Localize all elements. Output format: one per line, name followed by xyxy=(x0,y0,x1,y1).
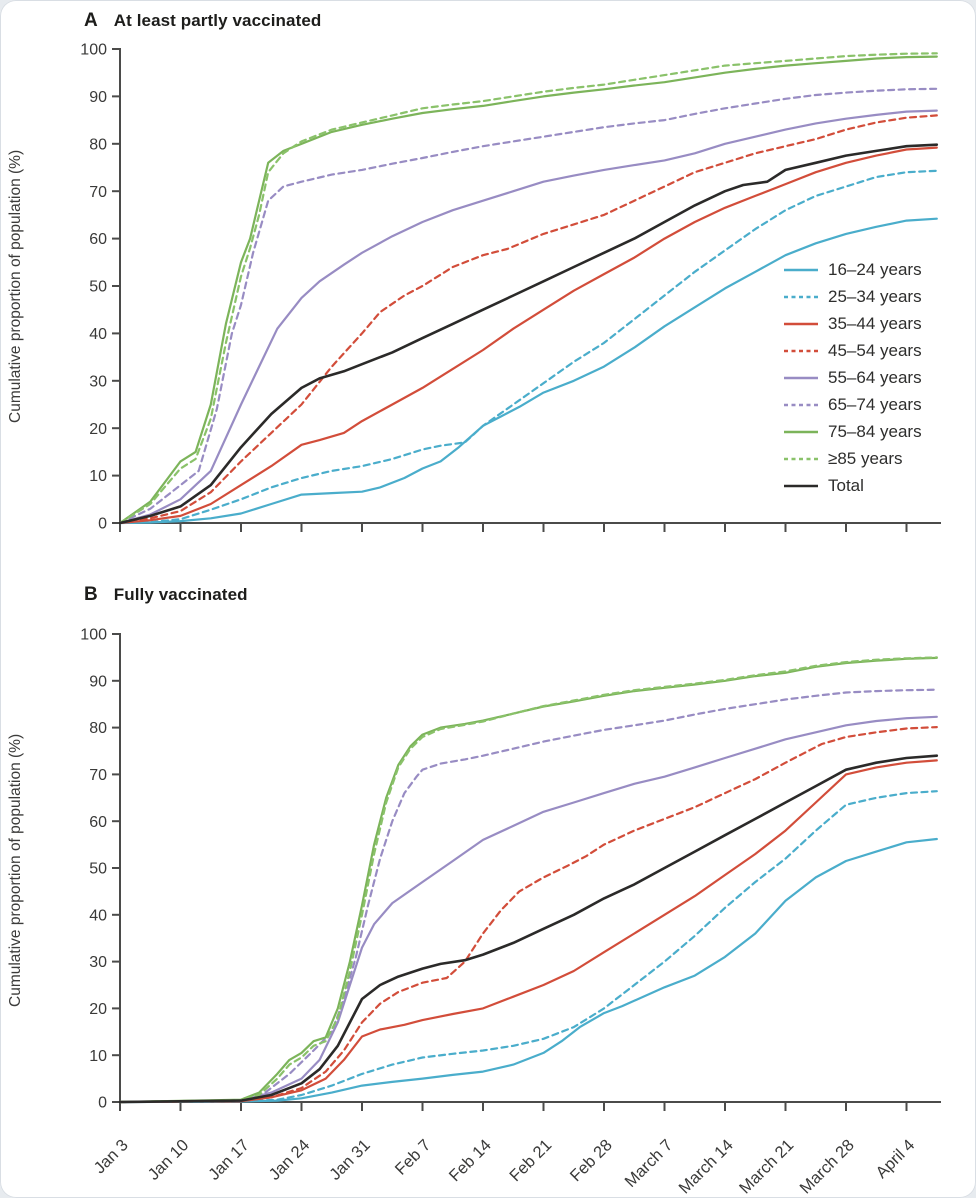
legend-swatch-total xyxy=(784,484,818,487)
legend-swatch-16-24 xyxy=(784,268,818,271)
series-line-45-54 xyxy=(118,726,938,1104)
y-tick-label: 100 xyxy=(80,627,107,644)
x-tick-label: Feb 14 xyxy=(446,1136,495,1185)
legend-item-85+: ≥85 years xyxy=(783,445,922,472)
series-line-75-84 xyxy=(118,55,938,525)
legend: 16–24 years 25–34 years 35–44 years 45–54 y… xyxy=(783,256,922,499)
series-line-85+ xyxy=(118,52,938,525)
y-tick-label: 30 xyxy=(89,954,107,971)
panel-b-letter: B xyxy=(84,584,98,605)
y-tick-label: 10 xyxy=(89,1048,107,1065)
legend-label-16-24: 16–24 years xyxy=(828,259,922,279)
x-tick-label: Jan 3 xyxy=(91,1136,132,1177)
y-tick-label: 60 xyxy=(89,231,107,248)
legend-item-45-54: 45–54 years xyxy=(783,337,922,364)
legend-label-45-54: 45–54 years xyxy=(828,340,922,360)
y-tick-label: 20 xyxy=(89,1001,107,1018)
y-tick-label: 90 xyxy=(89,89,107,106)
y-tick-label: 70 xyxy=(89,184,107,201)
legend-label-total: Total xyxy=(828,475,864,495)
x-tick-label: Feb 7 xyxy=(392,1136,435,1179)
x-tick-label: Jan 31 xyxy=(326,1136,374,1184)
x-tick-label: Feb 21 xyxy=(506,1136,555,1185)
legend-swatch-85+ xyxy=(784,457,818,460)
legend-label-25-34: 25–34 years xyxy=(828,286,922,306)
panel-b-header: B Fully vaccinated xyxy=(84,584,248,606)
series-line-75-84 xyxy=(118,656,938,1104)
panel-a-title: At least partly vaccinated xyxy=(113,11,322,30)
y-tick-label: 90 xyxy=(89,673,107,690)
legend-swatch-25-34 xyxy=(784,295,818,298)
series-line-35-44 xyxy=(118,759,938,1104)
x-tick-label: April 4 xyxy=(873,1136,919,1182)
panel-b-title: Fully vaccinated xyxy=(113,585,248,604)
series-line-total xyxy=(118,143,939,525)
panel-a-letter: A xyxy=(84,10,98,31)
series-line-45-54 xyxy=(118,114,938,525)
y-tick-label: 50 xyxy=(89,279,107,296)
legend-item-65-74: 65–74 years xyxy=(783,391,922,418)
legend-item-35-44: 35–44 years xyxy=(783,310,922,337)
y-tick-label: 10 xyxy=(89,468,107,485)
x-tick-label: March 7 xyxy=(621,1136,676,1191)
x-tick-label: Jan 24 xyxy=(266,1136,314,1184)
y-tick-label: 0 xyxy=(98,516,107,533)
x-tick-label: Jan 10 xyxy=(145,1136,193,1184)
series-line-25-34 xyxy=(118,169,938,525)
panel-b-plot: 0 10 20 30 40 50 60 70 80 90 100 Jan 3 Jan 10 Jan 17 J… xyxy=(80,627,941,1197)
series-line-65-74 xyxy=(118,688,938,1104)
legend-swatch-55-64 xyxy=(784,376,818,379)
series-line-16-24 xyxy=(118,837,938,1104)
legend-swatch-35-44 xyxy=(784,322,818,325)
legend-label-65-74: 65–74 years xyxy=(828,394,922,414)
legend-label-55-64: 55–64 years xyxy=(828,367,922,387)
legend-item-25-34: 25–34 years xyxy=(783,283,922,310)
y-tick-label: 50 xyxy=(89,861,107,878)
legend-label-85+: ≥85 years xyxy=(828,448,903,468)
legend-swatch-75-84 xyxy=(784,430,818,433)
y-tick-label: 70 xyxy=(89,767,107,784)
legend-swatch-45-54 xyxy=(784,349,818,352)
y-tick-label: 40 xyxy=(89,907,107,924)
y-tick-label: 80 xyxy=(89,720,107,737)
x-tick-label: March 14 xyxy=(675,1136,736,1197)
x-tick-label: March 21 xyxy=(736,1136,797,1197)
y-tick-label: 40 xyxy=(89,326,107,343)
y-tick-label: 60 xyxy=(89,814,107,831)
series-line-65-74 xyxy=(118,87,938,525)
panel-a-header: A At least partly vaccinated xyxy=(84,10,321,32)
legend-label-35-44: 35–44 years xyxy=(828,313,922,333)
legend-label-75-84: 75–84 years xyxy=(828,421,922,441)
legend-item-75-84: 75–84 years xyxy=(783,418,922,445)
x-tick-label: Jan 17 xyxy=(205,1136,253,1184)
y-tick-label: 0 xyxy=(98,1095,107,1112)
series-line-55-64 xyxy=(118,715,938,1104)
y-tick-label: 80 xyxy=(89,136,107,153)
legend-item-total: Total xyxy=(783,472,922,499)
y-tick-label: 30 xyxy=(89,373,107,390)
series-line-55-64 xyxy=(118,109,938,525)
x-tick-label: March 28 xyxy=(796,1136,857,1197)
series-line-35-44 xyxy=(118,146,938,525)
y-tick-label: 100 xyxy=(80,42,107,59)
series-line-85+ xyxy=(118,656,938,1104)
x-tick-label: Feb 28 xyxy=(567,1136,616,1185)
series-line-total xyxy=(118,754,939,1104)
y-tick-label: 20 xyxy=(89,421,107,438)
legend-item-55-64: 55–64 years xyxy=(783,364,922,391)
series-line-25-34 xyxy=(118,790,938,1104)
legend-item-16-24: 16–24 years xyxy=(783,256,922,283)
series-line-16-24 xyxy=(118,217,938,525)
panel-a-plot: 0 10 20 30 40 50 60 70 80 90 100 xyxy=(80,42,941,533)
legend-swatch-65-74 xyxy=(784,403,818,406)
